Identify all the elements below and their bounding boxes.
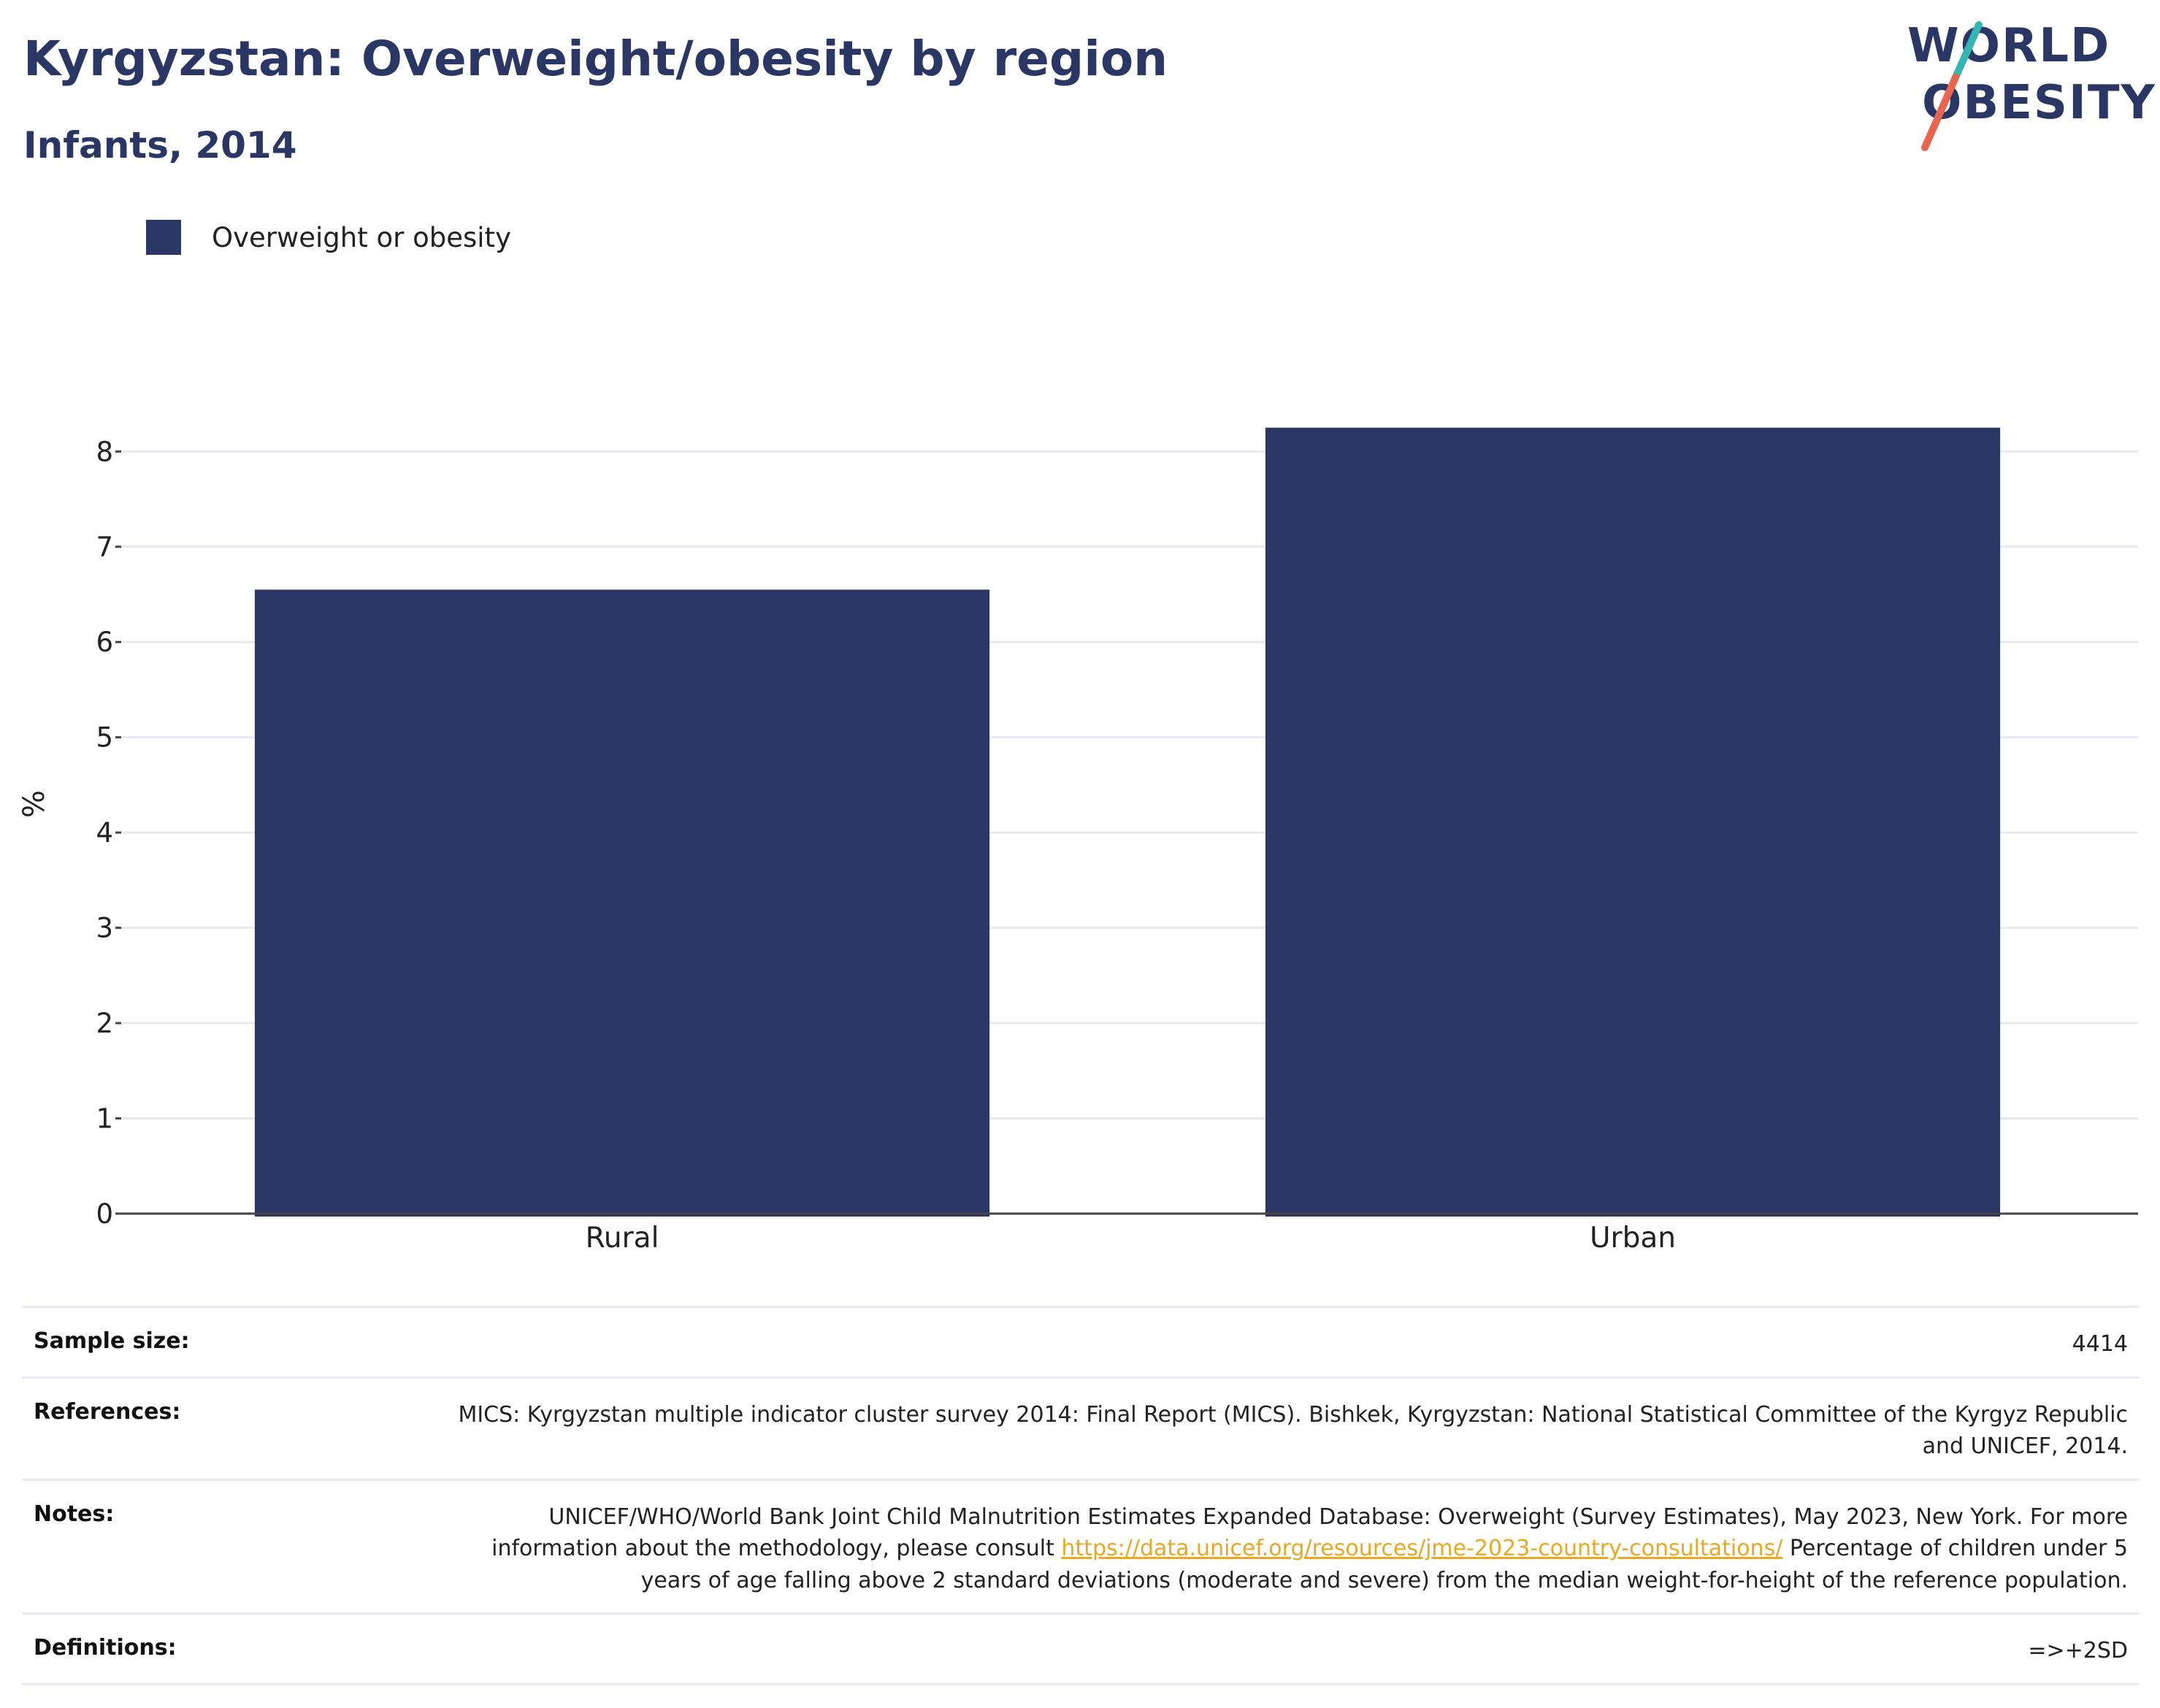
definitions-value: =>+2SD xyxy=(2028,1638,2128,1663)
y-tick-label: 3 xyxy=(96,913,113,944)
y-tick-label: 0 xyxy=(96,1198,113,1230)
bar-urban xyxy=(1265,427,2001,1217)
x-tick-label: Rural xyxy=(586,1222,659,1255)
notes-text-after: Percentage of children under 5 years of … xyxy=(640,1536,2128,1593)
notes-label: Notes: xyxy=(34,1501,115,1527)
y-tick-label: 1 xyxy=(96,1103,113,1135)
legend-label-overweight: Overweight or obesity xyxy=(212,221,511,253)
sample-size-value: 4414 xyxy=(2072,1331,2128,1357)
notes-value: UNICEF/WHO/World Bank Joint Child Malnut… xyxy=(448,1501,2128,1597)
references-label: References: xyxy=(34,1398,181,1425)
definitions-label: Definitions: xyxy=(34,1635,177,1661)
x-tick-label: Urban xyxy=(1590,1222,1676,1255)
y-tick-label: 5 xyxy=(96,722,113,754)
notes-text-before: UNICEF/WHO/World Bank Joint Child Malnut… xyxy=(491,1504,2128,1562)
info-row-definitions: Definitions: =>+2SD xyxy=(22,1612,2140,1685)
y-tick-label: 2 xyxy=(96,1008,113,1039)
chart-title: Kyrgyzstan: Overweight/obesity by region xyxy=(23,31,1168,87)
bar-chart: 0 1 2 3 4 5 6 7 8 Rural Urban% xyxy=(18,427,2138,1255)
legend-swatch-overweight xyxy=(146,220,181,255)
y-tick-label: 7 xyxy=(96,532,113,563)
info-table: Sample size: 4414 References: MICS: Kyrg… xyxy=(22,1306,2140,1685)
info-row-sample-size: Sample size: 4414 xyxy=(22,1306,2140,1376)
bar-rural xyxy=(254,589,990,1217)
info-row-references: References: MICS: Kyrgyzstan multiple in… xyxy=(22,1376,2140,1479)
y-tick-label: 6 xyxy=(96,627,113,658)
y-tick-label: 8 xyxy=(96,436,113,467)
logo-word-obesity: OBESITY xyxy=(1922,76,2156,130)
chart-legend: Overweight or obesity xyxy=(146,219,511,256)
references-value: MICS: Kyrgyzstan multiple indicator clus… xyxy=(458,1401,2128,1460)
logo-word-world: WORLD xyxy=(1907,19,2111,73)
sample-size-label: Sample size: xyxy=(34,1328,190,1354)
axes: 0 1 2 3 4 5 6 7 8 Rural Urban% xyxy=(18,436,2138,1255)
world-obesity-logo: WORLD OBESITY xyxy=(1899,19,2155,158)
logo-slash-icon xyxy=(1921,21,1983,151)
bars xyxy=(254,427,2001,1217)
y-axis-label: % xyxy=(18,790,51,818)
chart-subtitle: Infants, 2014 xyxy=(23,124,297,166)
notes-methodology-link[interactable]: https://data.unicef.org/resources/jme-20… xyxy=(1061,1536,1783,1561)
info-row-notes: Notes: UNICEF/WHO/World Bank Joint Child… xyxy=(22,1478,2140,1613)
y-tick-label: 4 xyxy=(96,817,113,849)
